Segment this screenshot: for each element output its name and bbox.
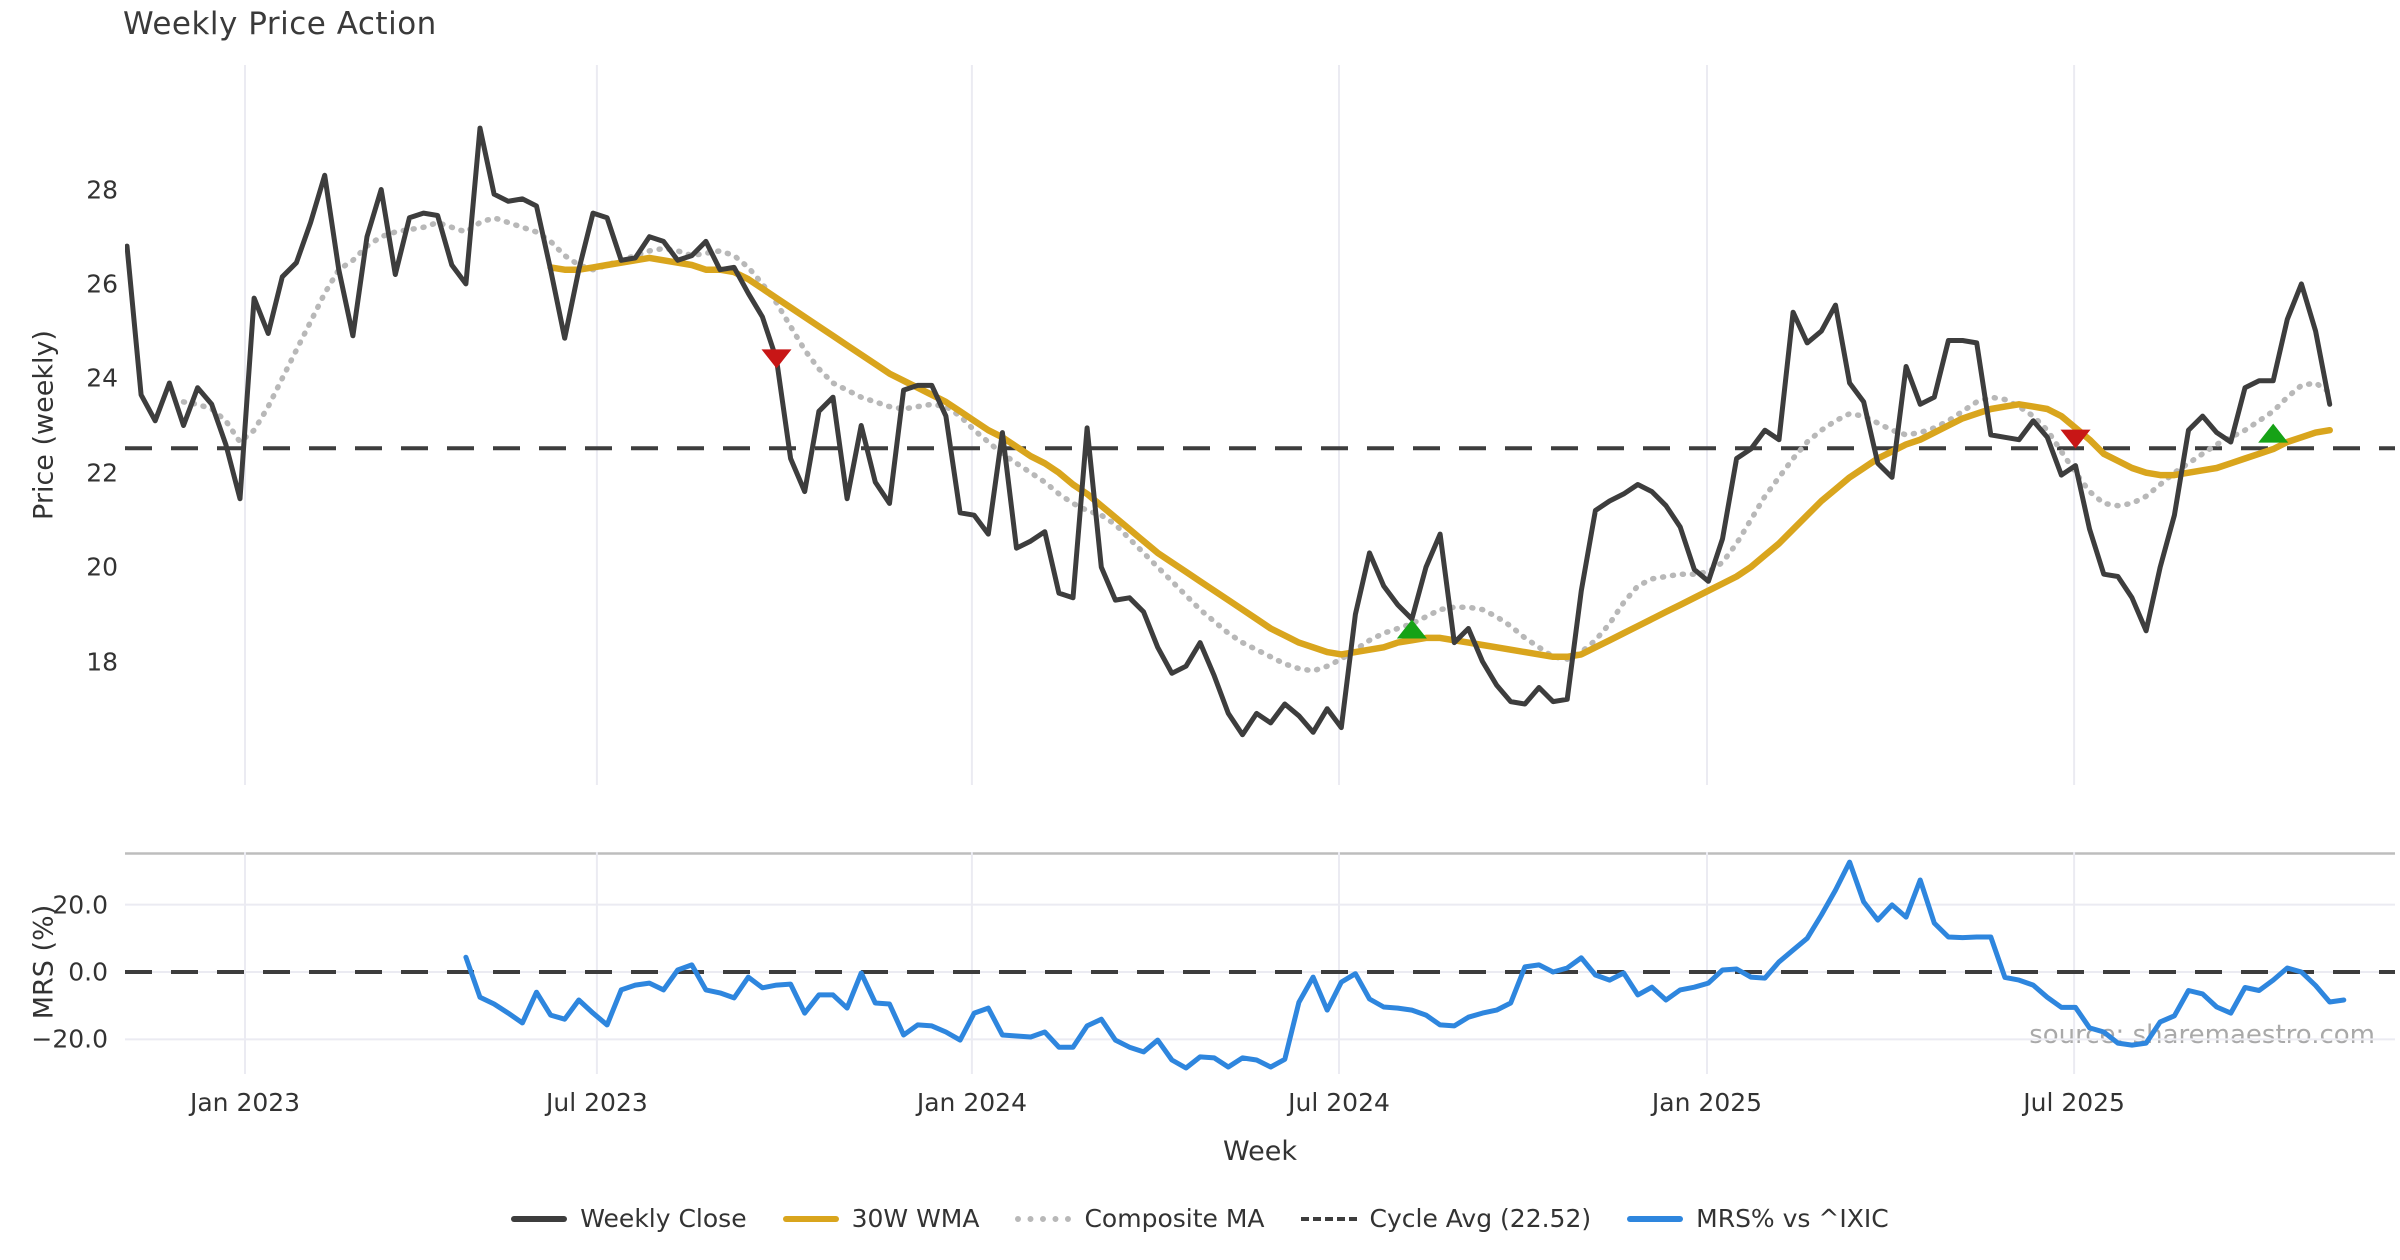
mrs-chart-panel xyxy=(125,852,2395,1074)
price-plot xyxy=(125,65,2395,785)
legend-label: Weekly Close xyxy=(580,1204,747,1233)
composite-line xyxy=(180,215,2333,674)
sell-signal-marker xyxy=(761,349,792,369)
buy-signal-marker xyxy=(1396,619,1427,639)
close-line xyxy=(125,125,2333,738)
legend-label: Composite MA xyxy=(1084,1204,1265,1233)
wma-legend-swatch xyxy=(782,1215,839,1222)
date-tick-label: Jan 2025 xyxy=(1651,1088,1763,1117)
legend-item-composite: Composite MA xyxy=(1015,1204,1265,1233)
price-tick-label: 22 xyxy=(86,458,118,488)
legend-label: MRS% vs ^IXIC xyxy=(1696,1204,1889,1233)
buy-signal-marker xyxy=(2258,423,2289,443)
sell-signal-marker xyxy=(2060,429,2091,449)
date-tick-label: Jul 2025 xyxy=(2023,1088,2125,1117)
price-tick-label: 24 xyxy=(86,363,118,393)
legend-item-mrs: MRS% vs ^IXIC xyxy=(1627,1204,1889,1233)
price-tick-label: 26 xyxy=(86,269,118,299)
chart-legend: Weekly Close 30W WMA Composite MA Cycle Avg… xyxy=(0,1204,2400,1233)
close-legend-swatch xyxy=(511,1215,568,1222)
price-axis-label: Price (weekly) xyxy=(28,330,60,520)
date-tick-label: Jan 2023 xyxy=(189,1088,301,1117)
price-chart-panel xyxy=(125,65,2395,785)
mrs-tick-label: −20.0 xyxy=(31,1024,108,1054)
legend-item-close: Weekly Close xyxy=(511,1204,747,1233)
price-tick-label: 20 xyxy=(86,552,118,582)
mrs-tick-label: 20.0 xyxy=(52,890,108,920)
date-tick-label: Jan 2024 xyxy=(916,1088,1027,1117)
price-tick-label: 28 xyxy=(86,175,118,204)
composite-legend-swatch xyxy=(1015,1215,1072,1222)
legend-item-wma: 30W WMA xyxy=(782,1204,980,1233)
mrs-tick-label: 0.0 xyxy=(68,957,108,987)
mrs-plot xyxy=(125,852,2395,1074)
date-tick-label: Jul 2023 xyxy=(546,1088,648,1117)
legend-label: Cycle Avg (22.52) xyxy=(1369,1204,1592,1233)
price-tick-label: 18 xyxy=(86,647,118,676)
legend-item-cycle: Cycle Avg (22.52) xyxy=(1300,1204,1592,1233)
cycle-legend-swatch xyxy=(1300,1216,1357,1221)
mrs-legend-swatch xyxy=(1627,1215,1684,1222)
wma-line xyxy=(547,254,2333,661)
page-title: Weekly Price Action xyxy=(123,6,437,42)
mrs-line xyxy=(463,859,2347,1071)
x-axis-title: Week xyxy=(1223,1136,1297,1167)
date-tick-label: Jul 2024 xyxy=(1288,1088,1390,1117)
legend-label: 30W WMA xyxy=(851,1204,980,1233)
